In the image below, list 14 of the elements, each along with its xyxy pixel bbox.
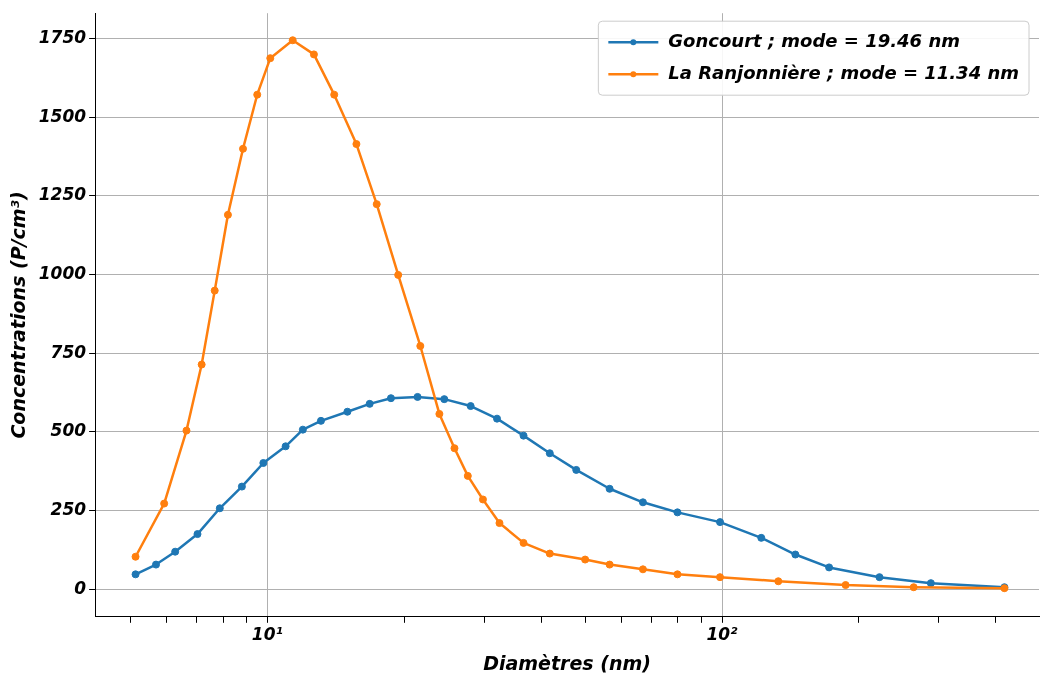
y-tick-label: 1250 — [38, 184, 87, 205]
legend-label: Goncourt ; mode = 19.46 nm — [668, 29, 960, 51]
y-axis-title: Concentrations (P/cm³) — [7, 191, 30, 439]
x-axis-title: Diamètres (nm) — [483, 651, 651, 674]
x-tick-label: 10¹ — [251, 624, 283, 645]
legend-label: La Ranjonnière ; mode = 11.34 nm — [668, 61, 1020, 83]
y-tick-label: 750 — [50, 341, 87, 362]
y-tick-label: 1750 — [38, 27, 87, 48]
y-tick-label: 0 — [74, 577, 87, 598]
y-tick-label: 1500 — [38, 105, 87, 126]
x-tick-label: 10² — [706, 624, 739, 645]
y-tick-label: 1000 — [38, 263, 87, 283]
y-tick-label: 500 — [50, 420, 87, 441]
y-tick-label: 250 — [50, 498, 87, 519]
